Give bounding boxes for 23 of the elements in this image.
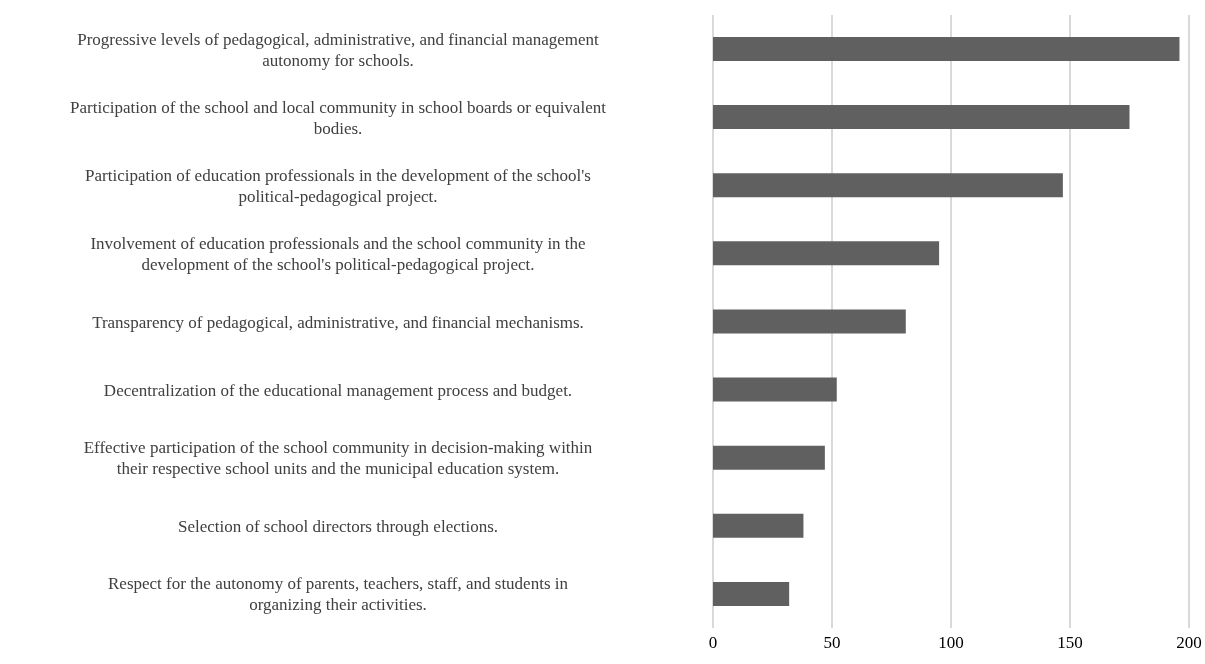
x-tick-label: 150: [1057, 633, 1083, 653]
bar: [713, 445, 825, 470]
y-tick-label: Decentralization of the educational management process and budget.: [103, 380, 573, 400]
bar: [713, 377, 837, 402]
y-tick-label: Selection of school directors through elections.: [177, 516, 499, 536]
y-tick-label: Transparency of pedagogical, administrative, and financial mechanisms.: [92, 312, 584, 331]
bar: [713, 513, 804, 538]
y-tick-label: Respect for the autonomy of parents, teachers, staff, and students in organizing their activities.: [108, 573, 569, 614]
x-tick-label: 100: [938, 633, 964, 653]
y-tick-label: Participation of education professionals in the development of the school's political-pedagogical project.: [85, 165, 591, 206]
bar: [713, 241, 940, 266]
y-tick-label: Involvement of education professionals and the school community in the development of the school's political-pedagogical project.: [90, 233, 586, 274]
x-tick-label: 0: [708, 633, 718, 653]
y-tick-label: Participation of the school and local community in school boards or equivalent bodies.: [70, 97, 607, 138]
bar: [713, 37, 1180, 61]
x-tick-label: 200: [1176, 633, 1202, 653]
y-tick-label: Progressive levels of pedagogical, administrative, and financial management autonomy for schools.: [77, 29, 600, 70]
x-tick-label: 50: [823, 633, 841, 653]
bar: [713, 309, 906, 334]
bar: [713, 581, 790, 606]
bar: [713, 105, 1130, 130]
y-tick-label: Effective participation of the school community in decision-making within their respective school units and the municipal education system.: [83, 437, 593, 478]
bar: [713, 173, 1063, 198]
